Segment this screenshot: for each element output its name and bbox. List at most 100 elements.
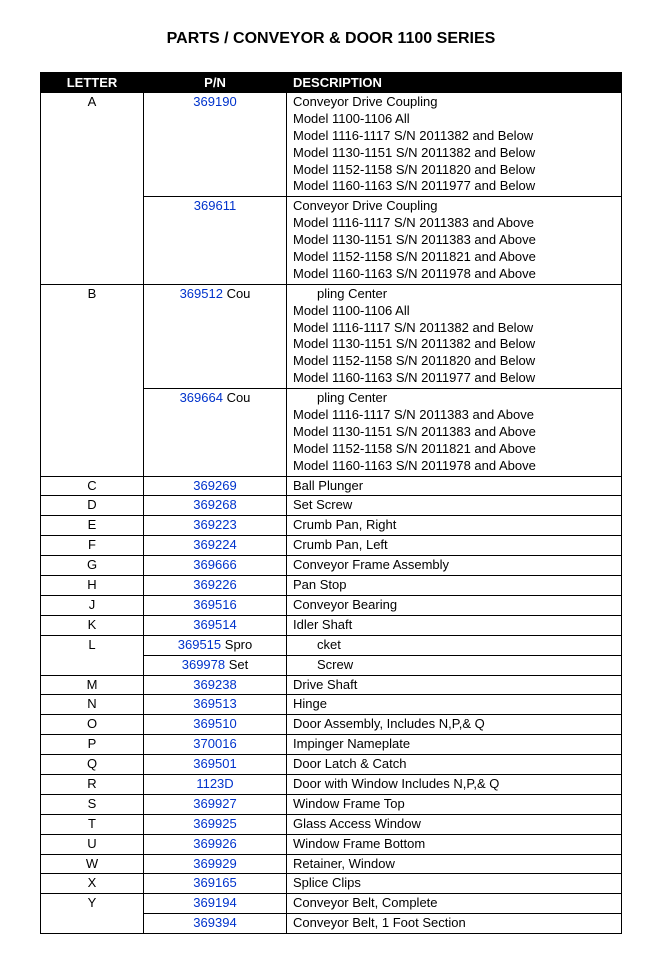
desc-line: Model 1116-1117 S/N 2011382 and Below (293, 320, 615, 337)
table-row: J 369516 Conveyor Bearing (41, 595, 622, 615)
pn-link[interactable]: 369223 (193, 517, 236, 532)
cell-letter: X (41, 874, 144, 894)
cell-pn: 369929 (144, 854, 287, 874)
pn-link[interactable]: 369224 (193, 537, 236, 552)
cell-letter: F (41, 536, 144, 556)
pn-link[interactable]: 369165 (193, 875, 236, 890)
pn-link[interactable]: 369512 (180, 286, 223, 301)
desc-line: Glass Access Window (293, 816, 615, 833)
pn-suffix: Set (225, 657, 248, 672)
desc-line: Window Frame Top (293, 796, 615, 813)
desc-line: Model 1116-1117 S/N 2011382 and Below (293, 128, 615, 145)
pn-link[interactable]: 369926 (193, 836, 236, 851)
pn-link[interactable]: 369269 (193, 478, 236, 493)
cell-pn: 369394 (144, 914, 287, 934)
pn-link[interactable]: 370016 (193, 736, 236, 751)
cell-description: Idler Shaft (287, 615, 622, 635)
cell-letter: B (41, 284, 144, 476)
cell-letter: W (41, 854, 144, 874)
desc-line: Model 1152-1158 S/N 2011821 and Above (293, 441, 615, 458)
table-row: L369515 Sprocket (41, 635, 622, 655)
pn-link[interactable]: 1123D (196, 776, 233, 791)
pn-link[interactable]: 369510 (193, 716, 236, 731)
desc-line: Model 1152-1158 S/N 2011820 and Below (293, 162, 615, 179)
desc-line: Model 1100-1106 All (293, 303, 615, 320)
pn-link[interactable]: 369238 (193, 677, 236, 692)
pn-link[interactable]: 369194 (193, 895, 236, 910)
pn-link[interactable]: 369925 (193, 816, 236, 831)
cell-pn: 369223 (144, 516, 287, 536)
pn-link[interactable]: 369513 (193, 696, 236, 711)
table-row: K 369514 Idler Shaft (41, 615, 622, 635)
cell-description: Conveyor Drive CouplingModel 1116-1117 S… (287, 197, 622, 284)
cell-pn: 369501 (144, 755, 287, 775)
table-row: P370016Impinger Nameplate (41, 735, 622, 755)
pn-link[interactable]: 369226 (193, 577, 236, 592)
cell-letter: J (41, 595, 144, 615)
table-row: D369268Set Screw (41, 496, 622, 516)
pn-link[interactable]: 369666 (193, 557, 236, 572)
pn-link[interactable]: 369501 (193, 756, 236, 771)
table-row: X369165Splice Clips (41, 874, 622, 894)
pn-link[interactable]: 369190 (193, 94, 236, 109)
table-row: O369510Door Assembly, Includes N,P,& Q (41, 715, 622, 735)
pn-suffix: Cou (223, 390, 250, 405)
cell-letter: A (41, 93, 144, 285)
cell-pn: 369165 (144, 874, 287, 894)
table-row: M369238Drive Shaft (41, 675, 622, 695)
table-header-row: LETTER P/N DESCRIPTION (41, 73, 622, 93)
desc-line: Idler Shaft (293, 617, 615, 634)
page-title: PARTS / CONVEYOR & DOOR 1100 SERIES (40, 30, 622, 48)
cell-letter: E (41, 516, 144, 536)
desc-line: Model 1100-1106 All (293, 111, 615, 128)
cell-description: Impinger Nameplate (287, 735, 622, 755)
desc-line: Hinge (293, 696, 615, 713)
pn-link[interactable]: 369927 (193, 796, 236, 811)
cell-letter: R (41, 774, 144, 794)
desc-line: Model 1130-1151 S/N 2011382 and Below (293, 145, 615, 162)
cell-description: Drive Shaft (287, 675, 622, 695)
cell-pn: 369224 (144, 536, 287, 556)
table-row: C369269Ball Plunger (41, 476, 622, 496)
desc-line: Model 1160-1163 S/N 2011977 and Below (293, 178, 615, 195)
desc-line: Crumb Pan, Right (293, 517, 615, 534)
table-row: N369513Hinge (41, 695, 622, 715)
cell-description: Conveyor Bearing (287, 595, 622, 615)
cell-description: Pan Stop (287, 576, 622, 596)
col-header-description: DESCRIPTION (287, 73, 622, 93)
pn-link[interactable]: 369516 (193, 597, 236, 612)
cell-description: Conveyor Drive CouplingModel 1100-1106 A… (287, 93, 622, 197)
pn-link[interactable]: 369611 (194, 198, 236, 213)
cell-letter: K (41, 615, 144, 635)
pn-link[interactable]: 369268 (193, 497, 236, 512)
pn-link[interactable]: 369978 (182, 657, 225, 672)
cell-letter: O (41, 715, 144, 735)
pn-link[interactable]: 369515 (178, 637, 221, 652)
cell-letter: S (41, 794, 144, 814)
cell-pn: 369516 (144, 595, 287, 615)
pn-link[interactable]: 369929 (193, 856, 236, 871)
desc-line: Model 1160-1163 S/N 2011978 and Above (293, 266, 615, 283)
desc-line: Model 1160-1163 S/N 2011977 and Below (293, 370, 615, 387)
desc-line: Model 1130-1151 S/N 2011383 and Above (293, 424, 615, 441)
pn-suffix: Spro (221, 637, 252, 652)
cell-description: Window Frame Bottom (287, 834, 622, 854)
pn-link[interactable]: 369514 (193, 617, 236, 632)
cell-pn: 1123D (144, 774, 287, 794)
table-row: R1123DDoor with Window Includes N,P,& Q (41, 774, 622, 794)
pn-link[interactable]: 369664 (180, 390, 223, 405)
desc-line: Drive Shaft (293, 677, 615, 694)
desc-line: Conveyor Belt, Complete (293, 895, 615, 912)
cell-description: cket (287, 635, 622, 655)
cell-description: Window Frame Top (287, 794, 622, 814)
table-row: E 369223 Crumb Pan, Right (41, 516, 622, 536)
cell-description: Screw (287, 655, 622, 675)
table-row: Y369194Conveyor Belt, Complete (41, 894, 622, 914)
desc-line: Door Latch & Catch (293, 756, 615, 773)
cell-pn: 369926 (144, 834, 287, 854)
desc-line: Model 1152-1158 S/N 2011820 and Below (293, 353, 615, 370)
pn-link[interactable]: 369394 (193, 915, 236, 930)
desc-line: Model 1116-1117 S/N 2011383 and Above (293, 215, 615, 232)
cell-pn: 369269 (144, 476, 287, 496)
cell-description: pling CenterModel 1100-1106 AllModel 111… (287, 284, 622, 388)
